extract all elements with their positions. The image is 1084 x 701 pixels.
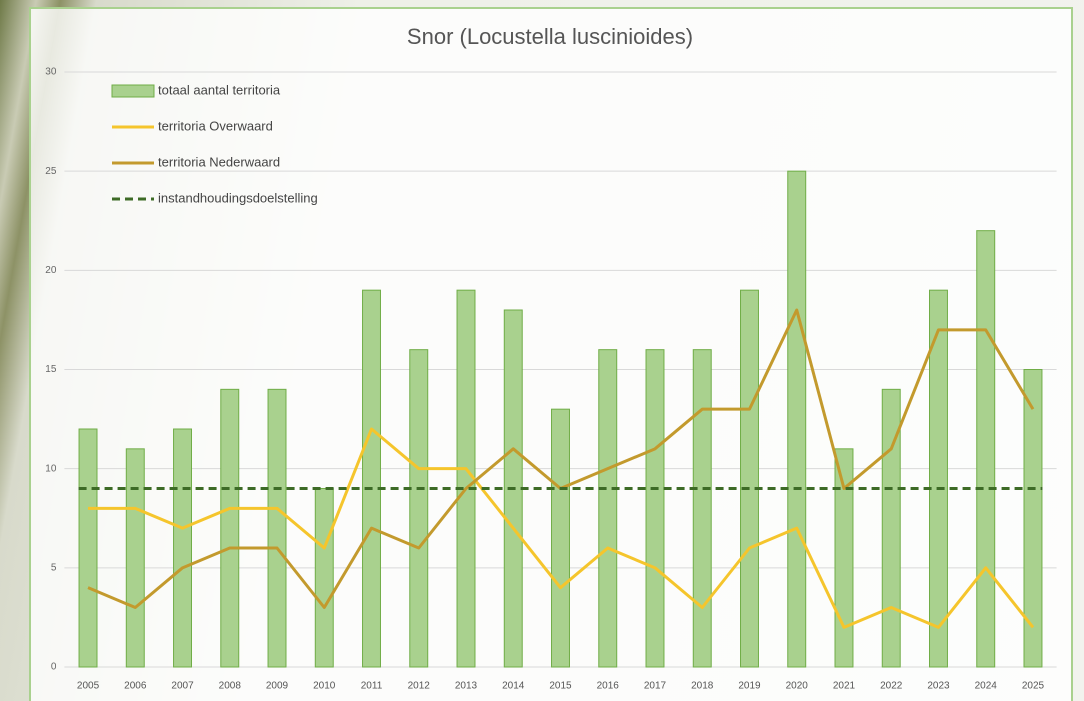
bar	[268, 389, 286, 667]
x-tick-label: 2006	[124, 681, 147, 692]
y-tick-label: 10	[45, 463, 57, 474]
x-tick-label: 2012	[408, 681, 431, 692]
bar	[552, 409, 570, 667]
bar	[126, 449, 144, 667]
x-tick-label: 2013	[455, 681, 478, 692]
bar	[315, 489, 333, 668]
legend-label: territoria Overwaard	[158, 118, 273, 133]
x-tick-label: 2015	[549, 681, 572, 692]
x-tick-label: 2010	[313, 681, 336, 692]
chart: Snor (Locustella luscinioides) 051015202…	[0, 0, 1084, 701]
x-tick-label: 2008	[219, 681, 242, 692]
legend-label: instandhoudingsdoelstelling	[158, 190, 318, 205]
bar	[788, 171, 806, 667]
bar	[693, 350, 711, 667]
x-tick-label: 2007	[171, 681, 194, 692]
x-tick-label: 2009	[266, 681, 289, 692]
y-tick-label: 5	[51, 562, 57, 573]
bar	[599, 350, 617, 667]
x-tick-label: 2024	[975, 681, 998, 692]
bar	[79, 429, 97, 667]
x-tick-label: 2025	[1022, 681, 1045, 692]
bar	[174, 429, 192, 667]
x-tick-label: 2011	[361, 681, 383, 692]
bar	[977, 231, 995, 667]
x-tick-label: 2019	[738, 681, 761, 692]
x-tick-label: 2023	[927, 681, 950, 692]
y-tick-label: 20	[45, 265, 57, 276]
x-tick-label: 2005	[77, 681, 100, 692]
bar	[221, 389, 239, 667]
legend-label: totaal aantal territoria	[158, 82, 281, 97]
bar	[741, 290, 759, 667]
bar	[1024, 370, 1042, 668]
x-tick-label: 2022	[880, 681, 903, 692]
x-tick-label: 2014	[502, 681, 525, 692]
bar	[363, 290, 381, 667]
x-tick-label: 2020	[786, 681, 809, 692]
bar	[410, 350, 428, 667]
legend-swatch	[112, 85, 154, 97]
y-tick-label: 15	[45, 364, 57, 375]
bar	[646, 350, 664, 667]
y-tick-label: 30	[45, 67, 57, 78]
x-tick-label: 2016	[597, 681, 620, 692]
y-tick-label: 25	[45, 166, 57, 177]
legend-label: territoria Nederwaard	[158, 154, 280, 169]
x-tick-label: 2017	[644, 681, 667, 692]
x-tick-label: 2021	[833, 681, 856, 692]
chart-title: Snor (Locustella luscinioides)	[407, 24, 693, 49]
x-tick-label: 2018	[691, 681, 714, 692]
y-tick-label: 0	[51, 662, 57, 673]
